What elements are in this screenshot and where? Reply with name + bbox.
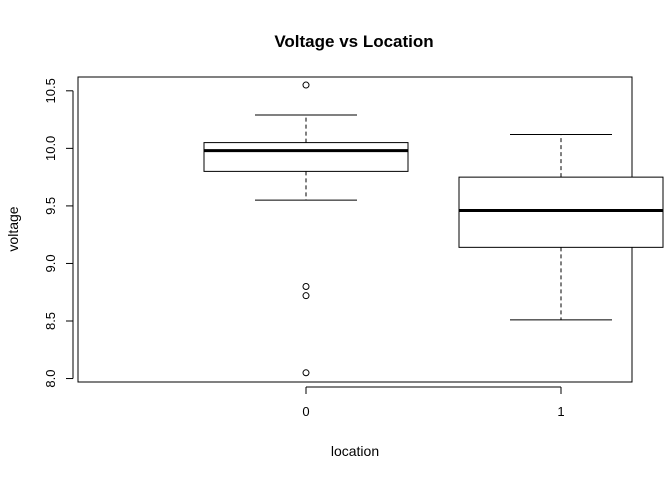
outlier-point xyxy=(302,81,310,89)
y-tick-label: 9.0 xyxy=(43,254,58,272)
outlier-point xyxy=(302,292,310,300)
outlier-point xyxy=(302,282,310,290)
x-tick-label: 0 xyxy=(302,404,309,419)
y-tick-label: 8.5 xyxy=(43,312,58,330)
y-axis-label: voltage xyxy=(5,206,21,251)
boxes xyxy=(203,81,664,377)
y-tick-label: 10.5 xyxy=(43,78,58,103)
y-tick-label: 9.5 xyxy=(43,197,58,215)
iqr-box xyxy=(203,142,409,172)
x-tick-label: 1 xyxy=(557,404,564,419)
y-tick-label: 8.0 xyxy=(43,370,58,388)
y-tick-label: 10.0 xyxy=(43,136,58,161)
iqr-box xyxy=(458,176,664,248)
y-axis: 8.0 8.5 9.0 9.5 10.0 10.5 xyxy=(43,78,74,388)
outlier-point xyxy=(302,369,310,377)
box-group-0 xyxy=(203,81,409,377)
chart-title: Voltage vs Location xyxy=(274,32,433,51)
x-axis-label: location xyxy=(331,443,379,459)
box-group-1 xyxy=(458,134,664,321)
